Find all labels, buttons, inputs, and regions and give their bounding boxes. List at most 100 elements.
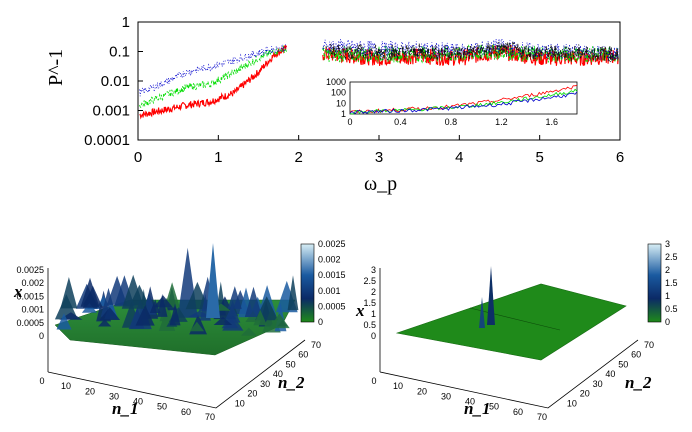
- n1-tick-label: 20: [85, 386, 95, 396]
- series-line: [139, 44, 288, 120]
- inset-y-tick-label: 1: [341, 109, 346, 119]
- z-tick-label: 2: [371, 287, 376, 297]
- colorbar-tick-label: 0.002: [318, 255, 341, 265]
- n1-tick-label: 30: [441, 391, 451, 401]
- inset-x-tick-labels: 0 0.4 0.8 1.2 1.6: [347, 117, 558, 127]
- plane-grid-line: [469, 307, 561, 331]
- z-tick-label: 1: [371, 309, 376, 319]
- surface-peak: [60, 277, 78, 309]
- inset-frame: [349, 81, 578, 115]
- colorbar-tick-label: 0.0025: [318, 239, 346, 249]
- surface-peak: [253, 309, 268, 326]
- surface-peak: [227, 286, 242, 309]
- n2-tick-label: 50: [618, 359, 628, 369]
- surface-peak: [106, 275, 128, 305]
- base-axes: [47, 339, 306, 409]
- z-tick-label: 0.002: [21, 278, 44, 288]
- n1-tick-label: 20: [417, 386, 427, 396]
- n2-tick-label: 20: [580, 389, 590, 399]
- n2-tick-label: 60: [631, 350, 641, 360]
- z-tick-label: 0: [39, 331, 44, 341]
- x-tick-label: 3: [375, 149, 383, 166]
- n2-axis-label: n_2: [625, 373, 652, 392]
- surface-spike-tall: [487, 266, 495, 325]
- n2-tick-label: 50: [286, 359, 296, 369]
- y-tick-labels: 0.0001 0.001 0.01 0.1 1: [84, 14, 130, 149]
- x-tick-label: 6: [616, 149, 624, 166]
- x-tick-label: 0: [134, 149, 142, 166]
- n2-tick-label: 30: [593, 379, 603, 389]
- main-series: [139, 38, 619, 120]
- z-tick-label: 0.0005: [16, 318, 44, 328]
- surface-plane: [395, 283, 627, 361]
- series-line: [322, 38, 619, 61]
- n2-tick-label: 60: [298, 350, 308, 360]
- surface-peak: [56, 313, 72, 330]
- z-tick-label: 0: [371, 331, 376, 341]
- n1-tick-label: 60: [513, 407, 523, 417]
- surface-peak: [269, 313, 290, 329]
- surface-peak: [244, 286, 263, 317]
- surface-peak: [164, 282, 180, 308]
- n1-tick-label: 30: [109, 391, 119, 401]
- base-axes: [379, 339, 639, 409]
- n1-axis-label: n_1: [112, 399, 138, 418]
- colorbar-tick-labels: 0 0.5 1 1.5 2 2.5 3: [665, 239, 678, 327]
- n1-tick-label: 60: [181, 407, 191, 417]
- surface-peak: [287, 275, 299, 311]
- colorbar-tick-label: 1.5: [665, 278, 678, 288]
- n2-axis-label: n_2: [278, 373, 305, 392]
- n1-tick-label: 50: [157, 402, 167, 412]
- x-tick-label: 1: [214, 149, 222, 166]
- surface-peak-max: [206, 243, 220, 318]
- x-tick-label: 2: [294, 149, 302, 166]
- surface-peak: [169, 303, 181, 326]
- surface-peak: [135, 304, 155, 326]
- surface-peak: [81, 303, 97, 313]
- y-tick-label: 0.001: [92, 103, 130, 120]
- n2-tick-label: 20: [247, 389, 257, 399]
- z-tick-label: 2.5: [363, 276, 376, 286]
- n2-tick-label: 30: [260, 379, 270, 389]
- n1-axis-label: n_1: [464, 399, 490, 418]
- inset-x-tick-label: 0.8: [445, 117, 458, 127]
- series-line: [139, 44, 287, 97]
- inset-x-tick-label: 1.6: [546, 117, 559, 127]
- n1-tick-label: 0: [39, 376, 44, 386]
- y-tick-label: 1: [122, 14, 130, 31]
- inset-series: [349, 84, 578, 115]
- surface-peak: [223, 305, 241, 323]
- colorbar-tick-label: 0.001: [318, 286, 341, 296]
- z-axis-label: x: [355, 301, 365, 320]
- colorbar-tick-label: 0.0005: [318, 301, 346, 311]
- inset-x-tick-label: 0.4: [394, 117, 407, 127]
- inset-y-tick-label: 100: [331, 88, 346, 98]
- colorbar-tick-label: 2: [665, 265, 670, 275]
- surface-peak: [99, 307, 121, 320]
- x-tick-label: 5: [535, 149, 543, 166]
- inset-y-tick-label: 10: [336, 98, 346, 108]
- colorbar: [647, 243, 662, 323]
- inset-series-line: [349, 91, 578, 114]
- surface-peak: [185, 281, 210, 310]
- n1-tick-label: 40: [133, 397, 143, 407]
- n1-tick-labels: 0 10 20 30 40 50 60 70: [39, 376, 215, 422]
- y-tick-label: 0.01: [101, 73, 130, 90]
- colorbar-tick-label: 0: [318, 317, 323, 327]
- surface-peaks: [54, 243, 299, 336]
- surface-peak: [121, 274, 145, 309]
- n1-tick-label: 70: [537, 412, 547, 422]
- surface-spike-small: [479, 297, 485, 328]
- z-tick-label: 0.5: [363, 320, 376, 330]
- colorbar-tick-label: 0.5: [665, 304, 678, 314]
- colorbar-tick-labels: 0 0.0005 0.001 0.0015 0.002 0.0025: [318, 239, 346, 327]
- n1-tick-labels: 0 10 20 30 40 50 60 70: [371, 376, 547, 422]
- y-tick-label: 0.1: [109, 44, 130, 61]
- surface-peak: [82, 285, 103, 308]
